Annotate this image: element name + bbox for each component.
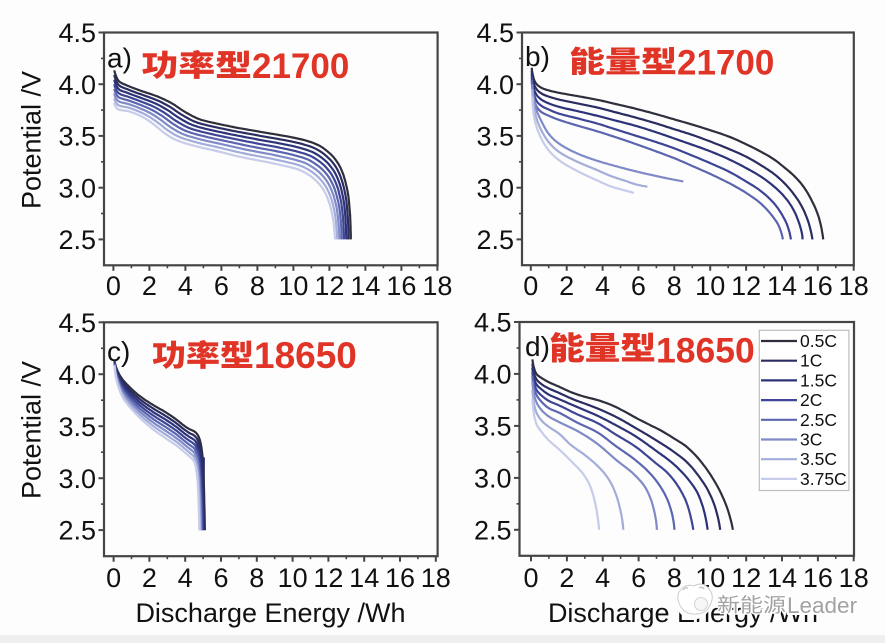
svg-text:4.0: 4.0: [58, 360, 96, 390]
svg-text:3.75C: 3.75C: [800, 469, 847, 489]
svg-text:12: 12: [313, 563, 343, 593]
svg-text:a): a): [107, 43, 132, 74]
svg-text:18: 18: [422, 271, 452, 301]
svg-text:0.5C: 0.5C: [800, 331, 837, 351]
svg-text:12: 12: [731, 271, 761, 301]
svg-text:2.5: 2.5: [474, 515, 512, 545]
svg-text:3.0: 3.0: [476, 173, 514, 203]
svg-text:18: 18: [839, 271, 869, 301]
svg-text:3.0: 3.0: [58, 173, 96, 203]
svg-text:16: 16: [803, 271, 833, 301]
svg-text:3.0: 3.0: [474, 464, 512, 494]
svg-text:18: 18: [839, 563, 869, 593]
svg-text:4.5: 4.5: [476, 18, 514, 48]
svg-text:14: 14: [349, 563, 379, 593]
svg-text:4: 4: [595, 563, 610, 593]
svg-text:d): d): [525, 331, 550, 362]
svg-text:6: 6: [214, 271, 229, 301]
svg-text:2.5C: 2.5C: [800, 410, 837, 430]
svg-text:0: 0: [523, 271, 538, 301]
svg-text:2: 2: [142, 271, 157, 301]
svg-text:14: 14: [350, 271, 380, 301]
svg-text:18650: 18650: [254, 335, 357, 376]
svg-text:1C: 1C: [800, 351, 822, 371]
svg-text:10: 10: [695, 271, 725, 301]
svg-text:Leader: Leader: [787, 593, 858, 618]
svg-text:3.0: 3.0: [58, 464, 96, 494]
svg-text:8: 8: [249, 563, 264, 593]
svg-text:3.5: 3.5: [476, 122, 514, 152]
svg-text:10: 10: [278, 271, 308, 301]
svg-text:6: 6: [631, 563, 646, 593]
svg-text:1.5C: 1.5C: [800, 370, 837, 390]
svg-text:Potential /V: Potential /V: [17, 361, 47, 499]
svg-text:21700: 21700: [252, 47, 349, 86]
svg-text:2.5: 2.5: [58, 225, 96, 255]
svg-text:3.5: 3.5: [474, 412, 512, 442]
svg-text:8: 8: [250, 271, 265, 301]
svg-text:2.5: 2.5: [476, 225, 514, 255]
svg-text:b): b): [525, 41, 550, 72]
svg-text:0: 0: [106, 563, 121, 593]
svg-text:Leader: Leader: [787, 593, 858, 618]
svg-text:4.0: 4.0: [58, 70, 96, 100]
svg-text:16: 16: [386, 271, 416, 301]
svg-text:c): c): [107, 336, 130, 367]
svg-text:14: 14: [767, 563, 797, 593]
svg-text:3C: 3C: [800, 430, 822, 450]
svg-text:2.5: 2.5: [58, 516, 96, 546]
svg-text:21700: 21700: [677, 44, 774, 83]
svg-text:0: 0: [106, 271, 121, 301]
svg-text:3.5: 3.5: [58, 412, 96, 442]
svg-text:16: 16: [803, 563, 833, 593]
svg-text:2C: 2C: [800, 390, 822, 410]
svg-text:8: 8: [667, 563, 682, 593]
svg-text:4: 4: [595, 271, 610, 301]
svg-text:12: 12: [314, 271, 344, 301]
svg-text:4.5: 4.5: [58, 308, 96, 338]
svg-text:4: 4: [178, 563, 193, 593]
svg-text:12: 12: [731, 563, 761, 593]
svg-text:16: 16: [385, 563, 415, 593]
svg-text:3.5: 3.5: [58, 122, 96, 152]
svg-text:Discharge Energy /Wh: Discharge Energy /Wh: [135, 598, 405, 628]
svg-text:0: 0: [523, 563, 538, 593]
svg-text:8: 8: [667, 271, 682, 301]
svg-text:6: 6: [213, 563, 228, 593]
svg-text:2: 2: [559, 271, 574, 301]
svg-text:6: 6: [631, 271, 646, 301]
svg-text:14: 14: [767, 271, 797, 301]
svg-text:18650: 18650: [656, 331, 755, 371]
svg-text:4.0: 4.0: [474, 360, 512, 390]
svg-text:4.5: 4.5: [58, 18, 96, 48]
svg-text:4: 4: [178, 271, 193, 301]
svg-text:2: 2: [559, 563, 574, 593]
svg-text:Potential /V: Potential /V: [17, 71, 47, 209]
svg-text:4.0: 4.0: [476, 70, 514, 100]
svg-text:2: 2: [142, 563, 157, 593]
svg-text:4.5: 4.5: [474, 308, 512, 338]
svg-text:18: 18: [421, 563, 451, 593]
svg-text:10: 10: [278, 563, 308, 593]
svg-text:3.5C: 3.5C: [800, 449, 837, 469]
